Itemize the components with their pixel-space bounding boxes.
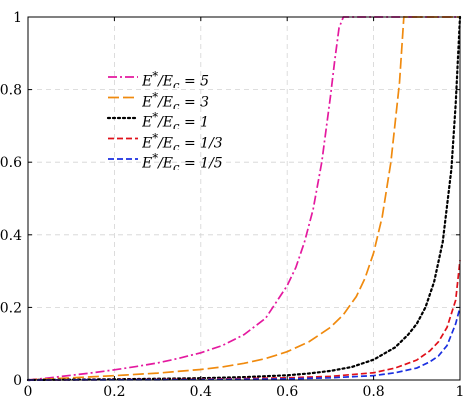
x-tick-label: 1: [456, 384, 465, 400]
series-line-3: [27, 260, 461, 381]
legend-label-0: E*/Ec = 5: [142, 69, 210, 88]
y-tick-label: 0: [13, 373, 22, 389]
legend-label-1: E*/Ec = 3: [142, 89, 210, 109]
legend-entry-1: E*/Ec = 3: [142, 89, 210, 109]
y-tick-label: 0.6: [0, 155, 22, 171]
legend-entry-2: E*/Ec = 1: [142, 110, 210, 129]
legend-entry-4: E*/Ec = 1/5: [142, 151, 223, 170]
tick-layer: 0 0.2 0.4 0.6 0.8 1 0 0.2 0.4 0.6 0.8 1: [0, 10, 464, 400]
series-line-1: [27, 16, 460, 381]
x-tick-label: 0.8: [362, 384, 384, 400]
x-tick-label: 0: [24, 384, 33, 400]
x-tick-label: 0.4: [190, 384, 212, 400]
legend-label-2: E*/Ec = 1: [142, 110, 210, 129]
y-tick-label: 1: [13, 10, 22, 26]
plot-frame: [27, 16, 461, 381]
x-tick-label: 0.6: [276, 384, 298, 400]
legend-label-4: E*/Ec = 1/5: [142, 151, 223, 170]
y-tick-label: 0.8: [0, 83, 22, 99]
series-line-2: [26, 15, 462, 382]
y-tick-label: 0.2: [0, 300, 22, 316]
legend: E*/Ec = 5E*/Ec = 3E*/Ec = 1E*/Ec = 1/3E*…: [106, 69, 223, 170]
series-line-0: [27, 16, 460, 381]
legend-entry-0: E*/Ec = 5: [142, 69, 210, 88]
series-line-4: [27, 307, 461, 381]
grid-layer: [28, 17, 460, 380]
x-tick-label: 0.2: [103, 384, 125, 400]
y-tick-label: 0.4: [0, 228, 22, 244]
legend-entry-3: E*/Ec = 1/3: [142, 130, 223, 150]
legend-label-3: E*/Ec = 1/3: [142, 130, 223, 150]
